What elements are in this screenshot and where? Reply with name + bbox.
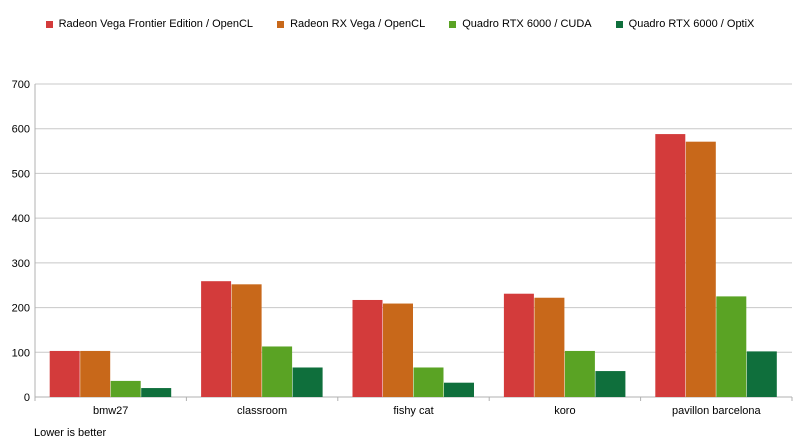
x-tick-label: classroom (237, 405, 287, 417)
legend-label: Quadro RTX 6000 / OptiX (628, 18, 755, 30)
bar (595, 371, 626, 397)
bar (383, 303, 413, 397)
bar (716, 296, 747, 397)
bar (685, 141, 716, 397)
x-tick-label: pavillon barcelona (672, 405, 762, 417)
x-tick-label: fishy cat (393, 405, 433, 417)
y-tick-label: 600 (12, 124, 30, 136)
legend-swatch (449, 20, 457, 28)
y-tick-label: 0 (24, 392, 30, 404)
x-tick-label: bmw27 (93, 405, 128, 417)
y-tick-label: 300 (12, 258, 30, 270)
bar (141, 388, 172, 397)
legend-item: Quadro RTX 6000 / CUDA (449, 18, 592, 30)
bar (413, 367, 444, 397)
legend-item: Radeon Vega Frontier Edition / OpenCL (45, 18, 254, 30)
x-tick-label: koro (554, 405, 575, 417)
legend-swatch (615, 20, 623, 28)
legend-item: Quadro RTX 6000 / OptiX (615, 18, 755, 30)
y-tick-label: 500 (12, 168, 30, 180)
chart-note: Lower is better (34, 427, 107, 439)
y-tick-label: 400 (12, 213, 30, 225)
bar (201, 281, 232, 397)
bar (655, 134, 686, 397)
legend-item: Radeon RX Vega / OpenCL (277, 18, 425, 30)
legend-swatch (45, 20, 53, 28)
chart-legend: Radeon Vega Frontier Edition / OpenCL Rad… (0, 18, 800, 30)
bar (503, 293, 534, 397)
legend-label: Radeon Vega Frontier Edition / OpenCL (58, 18, 254, 30)
bar (80, 350, 111, 397)
y-tick-label: 100 (12, 347, 30, 359)
legend-label: Quadro RTX 6000 / CUDA (462, 18, 592, 30)
bar (110, 380, 141, 397)
bar (49, 350, 80, 397)
bar (231, 284, 262, 397)
bar (262, 346, 293, 397)
bar (534, 297, 565, 397)
bar (292, 367, 323, 397)
y-tick-label: 700 (12, 79, 30, 91)
bar (352, 299, 383, 397)
y-tick-label: 200 (12, 303, 30, 315)
bar (746, 351, 777, 397)
legend-swatch (277, 20, 285, 28)
bar (444, 382, 474, 397)
legend-label: Radeon RX Vega / OpenCL (290, 18, 426, 30)
bar (564, 350, 595, 397)
